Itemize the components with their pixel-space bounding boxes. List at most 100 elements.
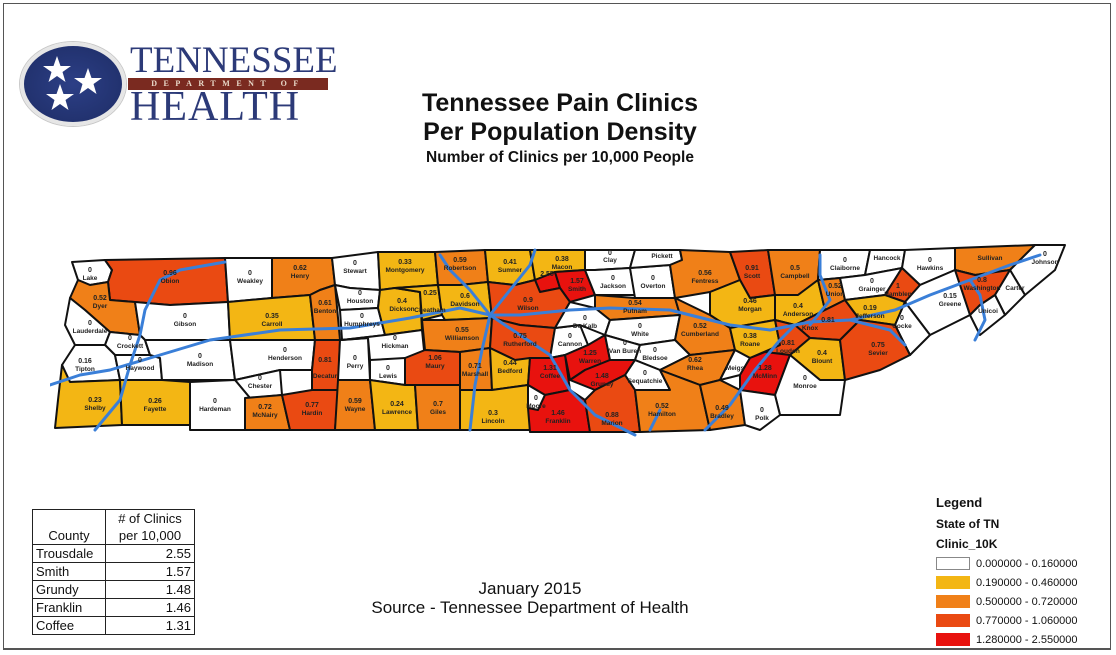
svg-text:0: 0 [198, 353, 202, 360]
svg-text:0.75: 0.75 [513, 333, 527, 340]
legend-swatch-white [936, 557, 970, 570]
svg-text:Putnam: Putnam [623, 308, 647, 315]
county-wayne [334, 379, 376, 431]
svg-text:0.77: 0.77 [305, 402, 319, 409]
svg-text:0: 0 [248, 270, 252, 277]
svg-text:Henry: Henry [291, 273, 310, 280]
svg-text:Claiborne: Claiborne [830, 265, 860, 272]
county-cell: Coffee [32, 616, 106, 635]
rate-cell: 1.46 [105, 598, 195, 617]
svg-text:Williamson: Williamson [445, 335, 479, 342]
svg-text:White: White [631, 331, 649, 338]
svg-text:McNairy: McNairy [252, 412, 278, 419]
legend-item: 0.500000 - 0.720000 [936, 592, 1111, 611]
svg-text:Bradley: Bradley [710, 413, 734, 420]
svg-text:Decatur: Decatur [313, 373, 338, 380]
svg-text:0: 0 [608, 250, 612, 257]
table-row: Franklin 1.46 [32, 598, 195, 617]
tristar-seal-icon [20, 42, 126, 126]
svg-text:Cheatham: Cheatham [414, 307, 446, 314]
svg-text:Hardin: Hardin [302, 410, 323, 417]
svg-text:McMinn: McMinn [753, 373, 777, 380]
svg-text:0.71: 0.71 [468, 363, 482, 370]
svg-text:0.52: 0.52 [693, 323, 707, 330]
county-polk [739, 389, 781, 431]
svg-text:Grundy: Grundy [590, 381, 613, 388]
svg-text:0: 0 [900, 315, 904, 322]
svg-text:2.55: 2.55 [540, 271, 554, 278]
rate-cell: 1.48 [105, 580, 195, 599]
county-johnson [1009, 244, 1066, 296]
svg-text:0: 0 [534, 395, 538, 402]
svg-text:Montgomery: Montgomery [386, 267, 425, 274]
svg-text:0: 0 [643, 370, 647, 377]
svg-text:0: 0 [213, 398, 217, 405]
svg-text:Fentress: Fentress [691, 278, 718, 285]
svg-text:0.25: 0.25 [423, 290, 437, 297]
svg-text:0.52: 0.52 [828, 283, 842, 290]
svg-text:Unicoi: Unicoi [978, 308, 998, 315]
svg-text:Van Buren: Van Buren [609, 348, 641, 355]
title-line-2: Per Population Density [423, 118, 697, 146]
header-county: County [32, 509, 106, 545]
svg-text:Rhea: Rhea [687, 365, 703, 372]
svg-text:0: 0 [283, 347, 287, 354]
svg-text:Loudon: Loudon [776, 348, 800, 355]
svg-text:Cocke: Cocke [892, 323, 912, 330]
header-rate-line2: per 10,000 [105, 527, 195, 545]
svg-text:Sullivan: Sullivan [978, 255, 1003, 262]
map-frame [3, 3, 1111, 650]
title-line-1: Tennessee Pain Clinics [421, 89, 699, 117]
svg-text:Jackson: Jackson [600, 283, 626, 290]
svg-text:0: 0 [638, 323, 642, 330]
svg-text:Shelby: Shelby [84, 405, 106, 412]
svg-text:0: 0 [653, 347, 657, 354]
table-row: Coffee 1.31 [32, 616, 195, 635]
svg-text:0.41: 0.41 [503, 259, 517, 266]
rate-cell: 2.55 [105, 544, 195, 563]
tn-health-logo: TENNESSEE DEPARTMENT OF HEALTH [20, 40, 338, 130]
logo-text-tennessee: TENNESSEE [130, 40, 338, 81]
table-row: Smith 1.57 [32, 562, 195, 581]
svg-text:0.38: 0.38 [555, 256, 569, 263]
svg-text:Monroe: Monroe [793, 383, 817, 390]
svg-text:0.72: 0.72 [258, 404, 272, 411]
legend-swatch-red [936, 633, 970, 646]
svg-text:Hancock: Hancock [873, 255, 900, 262]
legend-label: 0.770000 - 1.060000 [976, 614, 1078, 627]
svg-text:Chester: Chester [248, 383, 273, 390]
svg-text:0.56: 0.56 [698, 270, 712, 277]
svg-text:Robertson: Robertson [444, 265, 477, 272]
svg-text:Lewis: Lewis [379, 373, 397, 380]
legend-label: 0.500000 - 0.720000 [976, 595, 1078, 608]
logo-text-department: DEPARTMENT OF [128, 78, 328, 90]
svg-text:0: 0 [568, 333, 572, 340]
svg-text:Weakley: Weakley [237, 278, 263, 285]
svg-text:0.33: 0.33 [398, 259, 412, 266]
svg-text:Stewart: Stewart [343, 268, 367, 275]
svg-text:0.91: 0.91 [745, 265, 759, 272]
svg-text:Fayette: Fayette [144, 406, 167, 413]
svg-text:0.46: 0.46 [743, 298, 757, 305]
legend-swatch-orange [936, 595, 970, 608]
svg-text:0: 0 [651, 275, 655, 282]
svg-text:0.55: 0.55 [455, 327, 469, 334]
svg-text:Marshall: Marshall [462, 371, 489, 378]
county-jackson [584, 267, 636, 296]
table-row: Grundy 1.48 [32, 580, 195, 599]
svg-text:Gibson: Gibson [174, 321, 196, 328]
svg-text:0.44: 0.44 [503, 360, 517, 367]
svg-text:1.57: 1.57 [570, 278, 584, 285]
svg-text:Union: Union [826, 291, 844, 298]
svg-text:Humphreys: Humphreys [344, 321, 380, 328]
county-decatur [311, 339, 341, 391]
svg-text:1.06: 1.06 [428, 355, 442, 362]
map-subtitle: Number of Clinics per 10,000 People [426, 149, 694, 166]
svg-text:Carroll: Carroll [262, 321, 283, 328]
rate-cell: 1.57 [105, 562, 195, 581]
svg-text:0.8: 0.8 [977, 277, 987, 284]
svg-text:De Kalb: De Kalb [573, 323, 597, 330]
svg-text:0: 0 [1043, 251, 1047, 258]
